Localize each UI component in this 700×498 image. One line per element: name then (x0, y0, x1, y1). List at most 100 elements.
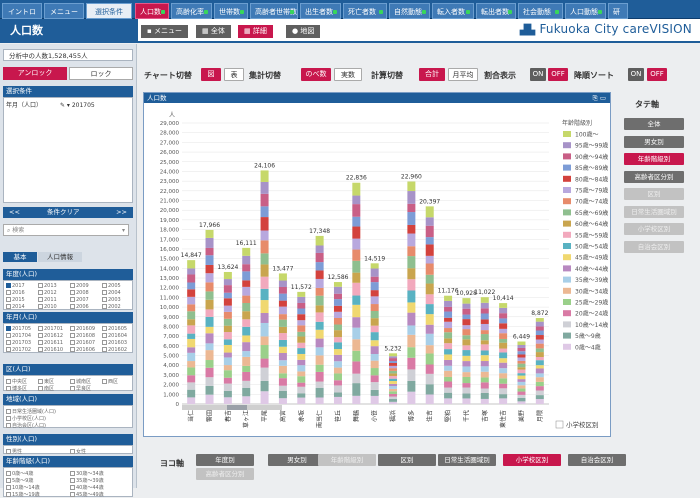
checkbox[interactable] (6, 492, 11, 497)
bar-segment[interactable] (535, 386, 544, 391)
bar-segment[interactable] (462, 361, 471, 367)
checkbox[interactable] (6, 423, 11, 428)
bar-segment[interactable] (223, 305, 232, 312)
bar-segment[interactable] (297, 348, 306, 354)
bar-segment[interactable] (278, 273, 287, 281)
yearmonth-option[interactable]: 201607 (70, 340, 95, 346)
bar-segment[interactable] (205, 326, 214, 334)
bar-segment[interactable] (242, 264, 251, 272)
bar-segment[interactable] (223, 311, 232, 319)
bar-segment[interactable] (352, 226, 361, 239)
bar-segment[interactable] (389, 365, 398, 369)
ward-option[interactable]: 東区 (38, 378, 54, 385)
bar-segment[interactable] (407, 312, 416, 326)
checkbox[interactable] (102, 326, 107, 331)
bar-segment[interactable] (297, 302, 306, 309)
checkbox[interactable] (70, 304, 75, 309)
bar-segment[interactable] (389, 358, 398, 362)
bar-segment[interactable] (444, 359, 453, 366)
bar-segment[interactable] (517, 391, 526, 395)
bar-segment[interactable] (517, 381, 526, 386)
bar-segment[interactable] (480, 344, 489, 351)
checkbox[interactable] (6, 304, 11, 309)
year-option[interactable]: 2012 (38, 290, 57, 296)
bar-segment[interactable] (444, 370, 453, 377)
yearmonth-option[interactable]: 201606 (70, 347, 95, 353)
bar-segment[interactable] (425, 384, 434, 395)
bar-segment[interactable] (315, 397, 324, 404)
bar-segment[interactable] (333, 282, 342, 287)
bar-segment[interactable] (517, 397, 526, 402)
bar-segment[interactable] (462, 298, 471, 304)
checkbox[interactable] (70, 386, 75, 391)
bar-segment[interactable] (352, 383, 361, 396)
monthly-avg-button[interactable]: 月平均 (448, 68, 478, 81)
bar-segment[interactable] (370, 346, 379, 354)
bar-segment[interactable] (407, 380, 416, 392)
bar-segment[interactable] (535, 318, 544, 322)
bar-segment[interactable] (315, 252, 324, 263)
bar-segment[interactable] (535, 390, 544, 396)
bar-segment[interactable] (187, 333, 196, 339)
window-icons[interactable]: ⎘ ▭ (592, 94, 606, 102)
checkbox[interactable] (102, 333, 107, 338)
bar-segment[interactable] (333, 385, 342, 393)
bar-segment[interactable] (352, 350, 361, 362)
condition-row[interactable]: 年月（人口） ✎ ▾ 201705 (6, 102, 95, 109)
bar-segment[interactable] (297, 371, 306, 377)
checkbox[interactable] (70, 283, 75, 288)
yearmonth-option[interactable]: 201701 (38, 326, 63, 332)
bar-segment[interactable] (297, 353, 306, 360)
bar-segment[interactable] (517, 375, 526, 380)
bar-segment[interactable] (278, 319, 287, 327)
bar-segment[interactable] (260, 276, 269, 289)
checkbox[interactable] (6, 471, 11, 476)
checkbox[interactable] (102, 379, 107, 384)
bar-segment[interactable] (315, 312, 324, 322)
vertical-axis-option[interactable]: 区別 (624, 188, 684, 200)
actual-button[interactable]: 実数 (334, 68, 362, 81)
bar-segment[interactable] (480, 297, 489, 303)
age-option[interactable]: 30歳～34歳 (70, 470, 104, 477)
bar-segment[interactable] (444, 387, 453, 393)
bar-segment[interactable] (389, 381, 398, 384)
bar-segment[interactable] (278, 280, 287, 287)
year-option[interactable]: 2003 (102, 297, 121, 303)
yearmonth-option[interactable]: 201608 (70, 333, 95, 339)
checkbox[interactable] (6, 449, 11, 454)
bar-segment[interactable] (260, 170, 269, 182)
tab-10[interactable]: 人口動態 (565, 3, 606, 19)
bar-segment[interactable] (278, 326, 287, 334)
bar-segment[interactable] (352, 295, 361, 305)
tab-pop-info[interactable]: 人口情報 (38, 252, 82, 262)
ward-option[interactable]: 中央区 (6, 378, 27, 385)
bar-segment[interactable] (535, 335, 544, 340)
bar-segment[interactable] (517, 388, 526, 392)
bar-segment[interactable] (407, 357, 416, 370)
checkbox[interactable] (102, 304, 107, 309)
bar-segment[interactable] (480, 308, 489, 314)
gender-option[interactable]: 男性 (6, 448, 22, 455)
bar-segment[interactable] (223, 344, 232, 353)
checkbox[interactable] (38, 340, 43, 345)
bar-segment[interactable] (260, 358, 269, 368)
bar-segment[interactable] (407, 203, 416, 213)
bar-segment[interactable] (242, 396, 251, 404)
bar-segment[interactable] (462, 387, 471, 394)
bar-segment[interactable] (462, 393, 471, 399)
tab-intro[interactable]: イントロ (2, 3, 42, 19)
bar-segment[interactable] (352, 204, 361, 217)
bar-segment[interactable] (223, 318, 232, 326)
bar-segment[interactable] (187, 304, 196, 312)
bar-segment[interactable] (278, 300, 287, 307)
bar-segment[interactable] (187, 338, 196, 348)
bar-segment[interactable] (205, 229, 214, 238)
bar-segment[interactable] (315, 338, 324, 348)
bar-segment[interactable] (480, 361, 489, 367)
bar-segment[interactable] (425, 333, 434, 346)
bar-segment[interactable] (370, 368, 379, 376)
bar-segment[interactable] (278, 390, 287, 399)
cumulative-button[interactable]: のべ数 (301, 68, 331, 81)
year-option[interactable]: 2008 (70, 290, 89, 296)
bar-segment[interactable] (205, 394, 214, 404)
